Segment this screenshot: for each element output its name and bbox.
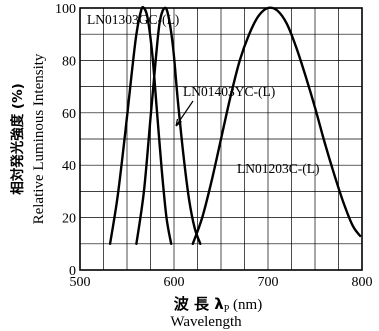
series-label-ln01203c: LN01203C-(L) — [237, 161, 319, 176]
grid — [80, 8, 362, 270]
y-tick-label: 80 — [62, 54, 76, 69]
x-tick-label: 800 — [352, 275, 373, 290]
tick-labels: 500 600 700 800 0 20 40 60 80 100 — [55, 2, 373, 290]
plot-frame — [79, 7, 363, 271]
x-tick-label: 700 — [258, 275, 279, 290]
y-tick-label: 100 — [55, 2, 76, 17]
x-axis-label-main: 波 長 λ — [174, 295, 224, 313]
series-line-ln01303gc — [108, 5, 173, 245]
y-tick-label: 40 — [62, 159, 76, 174]
x-tick-label: 500 — [70, 275, 91, 290]
y-tick-label: 0 — [69, 264, 76, 279]
x-axis-label: 波 長 λP (nm) — [174, 295, 262, 315]
y-tick-label: 60 — [62, 107, 76, 122]
y-axis-label-english: Relative Luminous Intensity — [31, 53, 47, 224]
series-line-ln01403yc — [135, 6, 202, 245]
series-labels: LN01303GC-(L) LN01403YC-(L) LN01203C-(L) — [87, 12, 319, 176]
x-axis-label-english: Wavelength — [170, 314, 242, 330]
x-axis-label-unit: (nm) — [229, 297, 262, 313]
y-axis-label-japanese: 相対発光強度 (%) — [9, 83, 26, 195]
series-curves — [108, 5, 362, 245]
leader-arrow — [175, 100, 194, 127]
series-label-ln01403yc: LN01403YC-(L) — [183, 84, 275, 99]
x-tick-label: 600 — [164, 275, 185, 290]
x-axis-label-subscript: P — [224, 304, 230, 315]
series-label-ln01303gc: LN01303GC-(L) — [87, 12, 179, 27]
y-tick-label: 20 — [62, 212, 76, 227]
series-line-ln01203c — [191, 6, 362, 245]
